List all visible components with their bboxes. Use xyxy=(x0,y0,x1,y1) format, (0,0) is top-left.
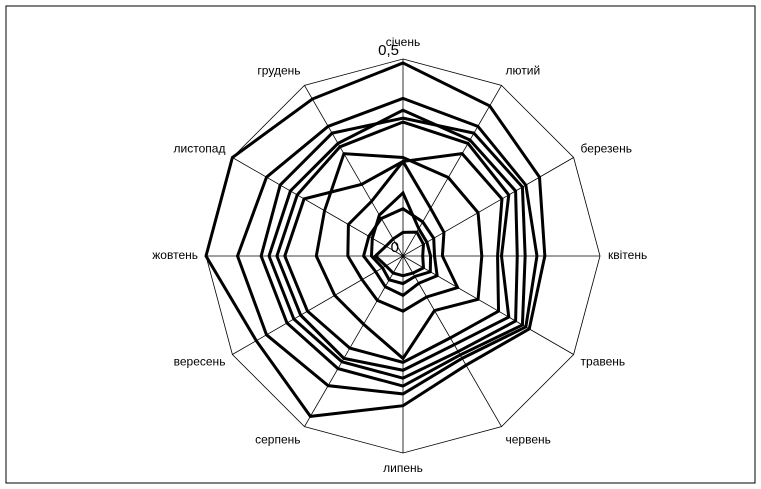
chart-frame xyxy=(5,5,756,484)
series-line xyxy=(275,120,511,372)
category-label: червень xyxy=(506,433,551,447)
category-label: травень xyxy=(581,355,626,369)
r-tick-label: 0,5 xyxy=(378,42,399,59)
series-line xyxy=(373,230,426,278)
category-label: березень xyxy=(581,142,632,156)
r-tick-label: 0 xyxy=(391,239,399,256)
spoke xyxy=(304,255,404,427)
category-label: січень xyxy=(386,35,420,49)
category-label: квітень xyxy=(608,248,647,262)
series-line xyxy=(283,152,504,364)
spoke xyxy=(402,85,502,257)
series-line xyxy=(204,61,547,418)
category-label: вересень xyxy=(174,355,226,369)
category-label: липень xyxy=(383,461,423,475)
category-label: грудень xyxy=(257,64,300,78)
series-line xyxy=(361,207,439,298)
spoke xyxy=(232,157,404,257)
series-line xyxy=(267,108,519,380)
series-line xyxy=(314,152,484,361)
spoke xyxy=(304,85,404,257)
series-line xyxy=(346,158,460,313)
series-line xyxy=(235,96,539,396)
series-line xyxy=(369,190,433,286)
series-line xyxy=(259,116,527,388)
category-label: лютий xyxy=(506,64,541,78)
category-label: серпень xyxy=(255,433,300,447)
category-label: жовтень xyxy=(152,248,198,262)
spoke xyxy=(402,157,574,257)
category-label: листопад xyxy=(174,142,226,156)
